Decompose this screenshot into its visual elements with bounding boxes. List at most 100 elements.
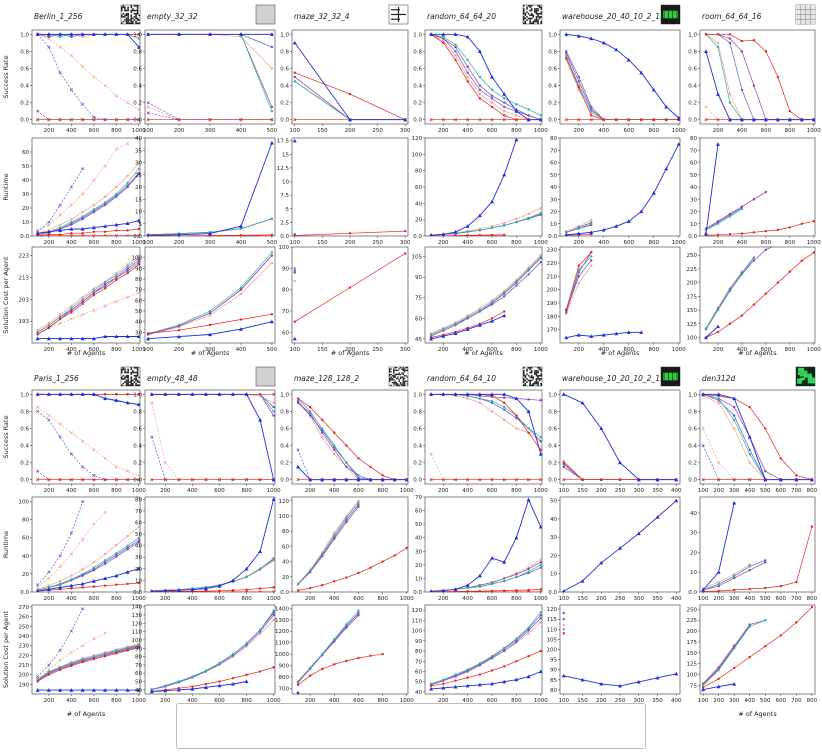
map-pixel	[526, 16, 528, 18]
map-pixel	[130, 379, 133, 382]
marker-pibt	[126, 649, 129, 652]
marker-pibt	[716, 330, 720, 334]
marker-eecbs	[465, 392, 470, 396]
marker-eecbs	[35, 32, 40, 36]
marker-s4p	[270, 254, 274, 257]
x-tick-label: 150	[317, 347, 328, 353]
map-pixel	[121, 371, 123, 374]
marker-s128p	[717, 580, 720, 584]
map-pixel	[532, 16, 535, 18]
series-layer	[292, 40, 408, 122]
map-pixel	[527, 379, 530, 382]
marker-eecbs	[35, 336, 40, 341]
x-tick-label: 400	[236, 240, 247, 246]
map-pixel	[397, 376, 399, 378]
marker-s1p	[454, 322, 457, 325]
map-pixel	[136, 22, 139, 24]
x-tick-label: 800	[111, 128, 122, 134]
series-line-s128p	[430, 33, 541, 121]
marker-eph	[272, 590, 275, 592]
x-tick-label: 1000	[400, 488, 414, 494]
marker-eph	[137, 234, 140, 236]
marker-eph	[293, 118, 297, 122]
marker-pibt	[590, 251, 593, 254]
marker-s4p	[208, 311, 212, 315]
y-tick-label: 0.6	[20, 66, 29, 72]
y-tick-label: 0.8	[280, 409, 289, 415]
marker-eecbs	[114, 688, 119, 692]
y-tick-label: 0.8	[20, 49, 29, 55]
marker-s1p	[239, 286, 243, 289]
y-tick-label: 90	[415, 639, 422, 645]
marker-eecbs	[429, 392, 434, 396]
map-pixel	[523, 12, 525, 15]
marker-eph	[190, 478, 194, 482]
marker-s4p	[466, 65, 469, 68]
marker-s1p	[503, 405, 506, 409]
marker-eecbs	[490, 392, 495, 396]
series-line-s16p	[297, 506, 359, 585]
x-tick-label: 800	[241, 698, 252, 704]
x-axis-label: # of Agents	[738, 710, 777, 718]
marker-eph	[69, 478, 73, 482]
marker-s4p	[527, 398, 530, 401]
x-tick-label: 300	[400, 240, 411, 246]
axes-frame	[559, 604, 681, 695]
marker-eecbs	[292, 40, 297, 45]
marker-pibt	[381, 652, 384, 656]
marker-eecbs	[103, 688, 108, 692]
map-pixel	[532, 20, 535, 23]
x-tick-label: 500	[267, 240, 278, 246]
y-tick-label: 190	[547, 301, 558, 307]
marker-s128p	[115, 185, 118, 189]
map-pixel	[530, 367, 533, 369]
marker-s4p	[345, 626, 348, 630]
map-pixel	[537, 370, 539, 372]
series-layer	[564, 32, 680, 122]
marker-s1p	[503, 646, 506, 650]
marker-eph	[429, 478, 433, 482]
series-line-pibt	[705, 220, 814, 236]
marker-s4p	[565, 311, 568, 314]
marker-s128n	[69, 203, 73, 207]
marker-s1p	[577, 227, 580, 230]
marker-eecbs	[404, 477, 408, 482]
den-area	[800, 370, 808, 374]
y-tick-label: 1200	[275, 629, 289, 635]
y-tick-label: 70	[550, 148, 557, 154]
marker-eph	[163, 478, 167, 482]
marker-s128p	[81, 211, 84, 214]
map-pixel	[121, 378, 123, 380]
x-tick-label: 200	[160, 596, 171, 602]
x-tick-label: 400	[599, 347, 610, 353]
x-tick-label: 600	[487, 128, 498, 134]
y-tick-label: 0.0	[280, 118, 289, 124]
marker-s128p	[527, 212, 530, 216]
marker-pibt	[740, 39, 744, 43]
marker-s4p	[748, 623, 751, 626]
map-pixel	[125, 384, 128, 386]
x-tick-label: 200	[596, 488, 607, 494]
map-pixel	[535, 16, 538, 18]
y-tick-label: 10	[690, 570, 697, 576]
marker-s4p	[137, 539, 140, 542]
map-pixel	[523, 374, 525, 377]
marker-s1p	[245, 642, 248, 645]
marker-pibt	[137, 227, 140, 231]
map-panel-warehouse_20_40_10_2_1: warehouse_20_40_10_2_10.00.20.40.60.81.0…	[547, 4, 686, 357]
marker-eph	[137, 478, 140, 482]
marker-s128n	[126, 469, 130, 473]
marker-s128p	[490, 410, 494, 413]
marker-eph	[502, 118, 506, 122]
marker-pibt	[369, 465, 372, 469]
y-tick-label: 700	[279, 686, 290, 692]
marker-s16p	[503, 408, 506, 411]
y-tick-label: 20	[22, 206, 29, 212]
x-tick-label: 1000	[807, 347, 821, 353]
marker-eecbs	[80, 227, 85, 231]
y-tick-label: 40	[282, 560, 289, 566]
series-line-pibt	[297, 398, 407, 481]
x-tick-label: 200	[596, 596, 607, 602]
x-tick-label: 200	[574, 347, 585, 353]
